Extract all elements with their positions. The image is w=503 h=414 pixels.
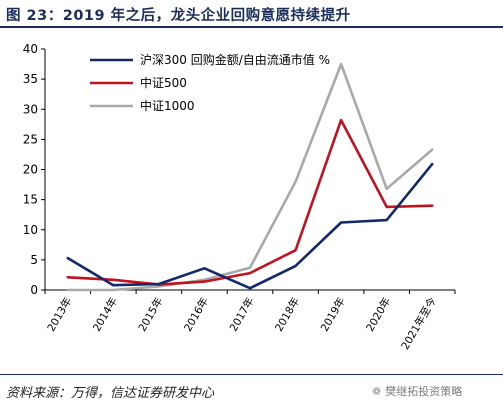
y-tick-label: 35 <box>23 72 38 86</box>
x-tick-label: 2020年 <box>363 295 393 334</box>
source-rule <box>0 374 503 375</box>
x-tick-label: 2021年至今 <box>398 295 439 352</box>
watermark-text: 樊继拓投资策略 <box>385 385 463 398</box>
series-line-3 <box>66 62 434 292</box>
x-tick-label: 2014年 <box>90 295 120 334</box>
series-line-1 <box>66 162 434 290</box>
chart-legend: 沪深300 回购金额/自由流通市值 % 中证500 中证1000 <box>90 52 330 113</box>
series-lines <box>66 62 434 292</box>
legend-label-2: 中证500 <box>140 75 187 90</box>
y-tick-label: 20 <box>23 163 38 177</box>
series-line-2 <box>66 118 434 286</box>
y-tick-label: 40 <box>23 42 38 56</box>
legend-label-1: 沪深300 回购金额/自由流通市值 % <box>140 52 330 67</box>
x-tick-label: 2016年 <box>181 295 211 334</box>
chart-axes <box>41 48 456 294</box>
figure-title: 图 23：2019 年之后，龙头企业回购意愿持续提升 <box>6 8 351 24</box>
x-tick-label: 2015年 <box>136 295 166 334</box>
y-tick-label: 30 <box>23 102 38 116</box>
y-tick-labels: 0 5 10 15 20 25 30 35 40 <box>23 42 38 297</box>
title-rule <box>0 26 503 28</box>
x-tick-label: 2017年 <box>227 295 257 334</box>
line-chart: 2013年 2014年 2015年 2016年 2017年 2018年 2019年 2020年… <box>23 42 456 352</box>
y-tick-label: 10 <box>23 223 38 237</box>
wechat-icon: ❁ <box>372 385 382 398</box>
x-tick-labels: 2013年 2014年 2015年 2016年 2017年 2018年 2019年 2020年… <box>45 295 440 352</box>
legend-label-3: 中证1000 <box>140 98 195 113</box>
y-tick-label: 25 <box>23 132 38 146</box>
x-tick-label: 2013年 <box>45 295 75 334</box>
y-tick-label: 0 <box>30 283 38 297</box>
y-tick-label: 5 <box>30 253 38 267</box>
watermark: ❁ 樊继拓投资策略 <box>372 383 462 399</box>
x-tick-label: 2018年 <box>272 295 302 334</box>
source-note: 资料来源：万得，信达证券研发中心 <box>6 386 215 401</box>
x-tick-label: 2019年 <box>318 295 348 334</box>
y-tick-label: 15 <box>23 193 38 207</box>
